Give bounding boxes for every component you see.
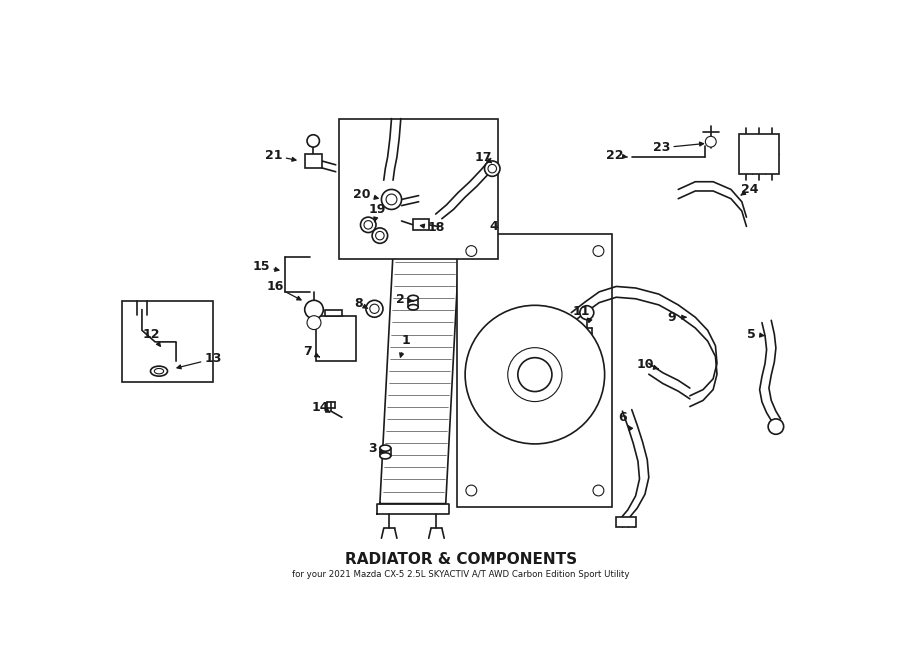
Circle shape: [386, 194, 397, 205]
Bar: [305, 154, 322, 168]
Text: 20: 20: [354, 188, 371, 200]
Text: 17: 17: [474, 151, 491, 163]
Circle shape: [518, 358, 552, 391]
Text: 24: 24: [741, 183, 759, 196]
Circle shape: [593, 246, 604, 256]
Text: RADIATOR & COMPONENTS: RADIATOR & COMPONENTS: [346, 551, 577, 566]
Text: for your 2021 Mazda CX-5 2.5L SKYACTIV A/T AWD Carbon Edition Sport Utility: for your 2021 Mazda CX-5 2.5L SKYACTIV A…: [292, 570, 630, 579]
Text: 8: 8: [355, 297, 364, 310]
Circle shape: [382, 190, 401, 210]
Text: 12: 12: [142, 328, 160, 340]
Text: 4: 4: [490, 220, 499, 233]
Ellipse shape: [380, 453, 391, 459]
Circle shape: [580, 305, 594, 319]
Bar: [316, 317, 356, 361]
Circle shape: [484, 161, 500, 176]
Bar: [325, 309, 342, 317]
Bar: [739, 134, 779, 174]
Circle shape: [305, 300, 323, 319]
Text: 14: 14: [311, 401, 329, 414]
Circle shape: [375, 231, 384, 240]
Bar: [457, 234, 612, 508]
Circle shape: [488, 165, 497, 173]
Bar: [616, 518, 635, 527]
Text: 15: 15: [253, 260, 270, 273]
Text: 5: 5: [748, 328, 756, 340]
Text: 13: 13: [204, 352, 222, 366]
Circle shape: [466, 485, 477, 496]
Text: 2: 2: [396, 293, 405, 306]
Text: 10: 10: [637, 358, 654, 371]
Bar: [122, 301, 213, 382]
Circle shape: [361, 217, 376, 233]
Ellipse shape: [409, 295, 419, 301]
Circle shape: [706, 136, 716, 147]
Text: 21: 21: [265, 149, 283, 162]
Ellipse shape: [150, 366, 167, 376]
Circle shape: [366, 300, 383, 317]
Text: 3: 3: [368, 442, 376, 455]
Ellipse shape: [409, 305, 419, 310]
Text: 1: 1: [401, 334, 410, 347]
Circle shape: [593, 485, 604, 496]
Circle shape: [466, 246, 477, 256]
Text: 22: 22: [606, 149, 624, 162]
Text: 19: 19: [369, 203, 386, 216]
Circle shape: [364, 221, 373, 229]
Circle shape: [307, 135, 320, 147]
Circle shape: [465, 305, 605, 444]
Bar: [413, 219, 428, 230]
Text: 18: 18: [428, 221, 446, 235]
Text: 23: 23: [652, 141, 670, 155]
Circle shape: [769, 419, 784, 434]
Text: 6: 6: [618, 411, 626, 424]
Ellipse shape: [155, 368, 164, 374]
Circle shape: [370, 304, 379, 313]
Bar: [338, 118, 498, 258]
Text: 7: 7: [303, 344, 312, 358]
Text: 16: 16: [266, 280, 284, 293]
Circle shape: [307, 316, 321, 330]
Text: 11: 11: [572, 305, 590, 317]
Ellipse shape: [380, 445, 391, 451]
Circle shape: [372, 228, 388, 243]
Text: 9: 9: [668, 311, 677, 324]
